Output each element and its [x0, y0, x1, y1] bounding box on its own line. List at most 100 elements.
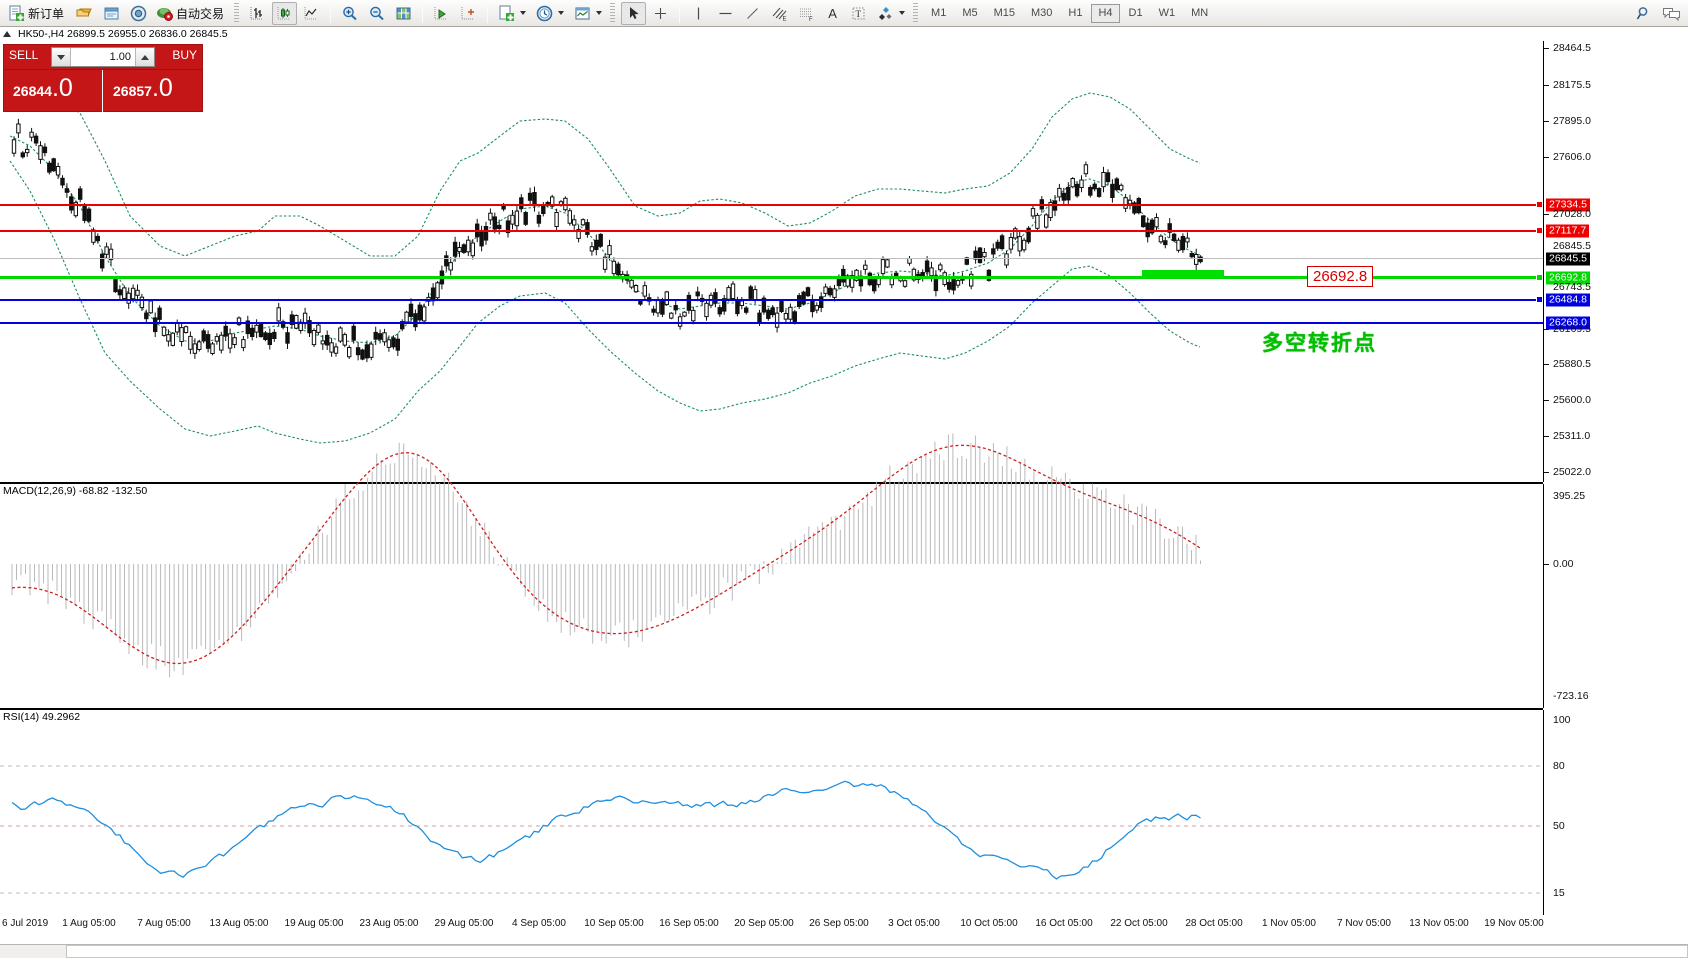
- equidistant-channel-tool-button[interactable]: E: [767, 2, 792, 25]
- toolbar-separator-1: [330, 3, 332, 23]
- new-chart-button[interactable]: [494, 2, 530, 25]
- chat-button[interactable]: [1658, 2, 1683, 25]
- zoom-out-button[interactable]: [364, 2, 389, 25]
- cursor-arrow-icon: [625, 5, 642, 22]
- timeframe-w1[interactable]: W1: [1158, 7, 1176, 19]
- chart-shift-marker-button[interactable]: [456, 2, 481, 25]
- resistance-handle-2[interactable]: [1536, 227, 1543, 234]
- time-axis-label: 13 Nov 05:00: [1409, 918, 1469, 929]
- support-handle-1[interactable]: [1536, 296, 1543, 303]
- resistance-line-2[interactable]: [0, 230, 1543, 232]
- text-label-tool-button[interactable]: T: [846, 2, 871, 25]
- template-icon: [574, 5, 591, 22]
- macd-axis[interactable]: 395.25 0.00 -723.16: [1543, 484, 1688, 708]
- rsi-axis[interactable]: 100 80 50 15: [1543, 710, 1688, 915]
- macd-pane-divider[interactable]: [0, 482, 1543, 484]
- toolbar-grip-3[interactable]: [912, 3, 920, 23]
- buy-price[interactable]: 26857.0: [113, 74, 173, 103]
- timeframe-h1[interactable]: H1: [1068, 7, 1083, 19]
- trendline-tool-button[interactable]: [740, 2, 765, 25]
- arrows-dropdown-caret[interactable]: [899, 11, 906, 15]
- timeframe-m15[interactable]: M15: [993, 7, 1015, 19]
- line-chart-button[interactable]: [299, 2, 324, 25]
- navigator-button[interactable]: [126, 2, 151, 25]
- timeframe-m1[interactable]: M1: [931, 7, 947, 19]
- symbol-ohlc-text: HK50-,H4 26899.5 26955.0 26836.0 26845.5: [18, 28, 228, 40]
- arrows-tool-button[interactable]: [873, 2, 909, 25]
- resistance-line-1[interactable]: [0, 204, 1543, 206]
- macd-tick: 0.00: [1544, 558, 1573, 570]
- zoom-out-icon: [368, 5, 385, 22]
- templates-button[interactable]: [570, 2, 606, 25]
- timeframe-h4[interactable]: H4: [1091, 3, 1120, 23]
- macd-pane[interactable]: MACD(12,26,9) -68.82 -132.50 395.25 0.00…: [0, 433, 1688, 708]
- pivot-handle[interactable]: [1536, 274, 1543, 281]
- support-line-1[interactable]: [0, 299, 1543, 301]
- volume-decrease-button[interactable]: [52, 48, 71, 66]
- vertical-line-tool-button[interactable]: [686, 2, 711, 25]
- macd-series: [11, 433, 1201, 678]
- timeframe-mn[interactable]: MN: [1191, 7, 1209, 19]
- new-order-button[interactable]: 新订单: [5, 2, 70, 25]
- toolbar-separator-3: [487, 3, 489, 23]
- chart-area[interactable]: 27334.5 27117.7 26845.5 26692.8 26484.8 …: [0, 41, 1688, 958]
- period-dropdown-caret[interactable]: [558, 11, 565, 15]
- price-axis[interactable]: 28464.5 28175.5 27895.0 27606.0 27028.0 …: [1543, 41, 1688, 482]
- one-click-trading-panel[interactable]: SELL BUY 1.00 26844.0 26857.0: [3, 44, 203, 112]
- pivot-label: 26692.8: [1546, 271, 1590, 285]
- sell-price[interactable]: 26844.0: [13, 74, 73, 103]
- price-series: [9, 92, 1203, 444]
- chart-shift-button[interactable]: [391, 2, 416, 25]
- pivot-line[interactable]: [0, 276, 1543, 279]
- chinese-annotation[interactable]: 多空转折点: [1262, 331, 1377, 355]
- templates-dropdown-caret[interactable]: [596, 11, 603, 15]
- new-chart-dropdown-caret[interactable]: [520, 11, 527, 15]
- cursor-tool-button[interactable]: [621, 1, 647, 25]
- terminal-button[interactable]: [72, 2, 97, 25]
- search-icon: [1635, 5, 1652, 22]
- sell-button-label[interactable]: SELL: [9, 48, 39, 62]
- new-chart-icon: [498, 5, 515, 22]
- price-callout-box[interactable]: 26692.8: [1307, 266, 1374, 287]
- auto-scroll-button[interactable]: [429, 2, 454, 25]
- text-tool-button[interactable]: A: [821, 2, 844, 25]
- zoom-in-button[interactable]: [337, 2, 362, 25]
- toolbar-grip-1[interactable]: [233, 3, 241, 23]
- search-button[interactable]: [1631, 2, 1656, 25]
- rsi-pane[interactable]: RSI(14) 49.2962 100 80 50 15: [0, 710, 1688, 915]
- crosshair-tool-button[interactable]: [648, 2, 673, 25]
- bar-chart-button[interactable]: [245, 2, 270, 25]
- horizontal-line-icon: [717, 5, 734, 22]
- highlight-zone[interactable]: [1142, 270, 1224, 278]
- time-axis-label: 22 Oct 05:00: [1110, 918, 1168, 929]
- candlestick-chart-button[interactable]: [272, 1, 298, 25]
- time-axis-label: 1 Nov 05:00: [1262, 918, 1316, 929]
- chevron-down-icon: [57, 54, 65, 60]
- rsi-pane-divider[interactable]: [0, 708, 1543, 710]
- buy-button-label[interactable]: BUY: [172, 48, 197, 62]
- support-line-2[interactable]: [0, 322, 1543, 324]
- volume-increase-button[interactable]: [135, 48, 154, 66]
- resistance-handle-1[interactable]: [1536, 201, 1543, 208]
- timeframe-m5[interactable]: M5: [962, 7, 978, 19]
- chart-collapse-icon[interactable]: [3, 31, 11, 37]
- time-axis-label: 4 Sep 05:00: [512, 918, 566, 929]
- data-window-button[interactable]: [99, 2, 124, 25]
- period-button[interactable]: [532, 2, 568, 25]
- volume-spinner[interactable]: 1.00: [51, 47, 155, 67]
- candlestick-icon: [276, 5, 293, 22]
- price-pane[interactable]: 27334.5 27117.7 26845.5 26692.8 26484.8 …: [0, 41, 1688, 482]
- time-axis[interactable]: 6 Jul 2019 1 Aug 05:00 7 Aug 05:00 13 Aug 0…: [0, 917, 1544, 931]
- auto-trading-button[interactable]: 自动交易: [153, 2, 230, 25]
- volume-value[interactable]: 1.00: [109, 51, 131, 63]
- auto-trading-label: 自动交易: [176, 6, 225, 21]
- horizontal-line-tool-button[interactable]: [713, 2, 738, 25]
- time-axis-label: 16 Sep 05:00: [659, 918, 719, 929]
- timeframe-d1[interactable]: D1: [1128, 7, 1143, 19]
- fibonacci-tool-button[interactable]: F: [794, 2, 819, 25]
- buy-price-main: 26857: [113, 83, 152, 99]
- toolbar-grip-2[interactable]: [609, 3, 617, 23]
- price-tick: 25022.0: [1544, 466, 1591, 478]
- timeframe-m30[interactable]: M30: [1031, 7, 1053, 19]
- time-axis-label: 23 Aug 05:00: [359, 918, 419, 929]
